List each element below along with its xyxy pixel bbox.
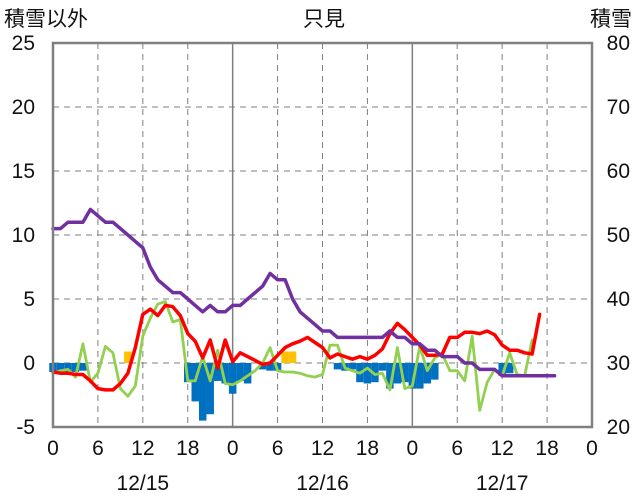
precip-bar <box>498 363 506 376</box>
precip-bar <box>363 363 372 384</box>
series-line-humidity-like <box>51 300 534 412</box>
precip-bar <box>288 351 297 363</box>
x-tick-label: 6 <box>451 437 463 460</box>
y-left-tick-label: 20 <box>12 96 35 119</box>
x-tick-label: 6 <box>272 437 284 460</box>
y-left-tick-label: 15 <box>12 160 35 183</box>
precip-bar <box>71 363 80 372</box>
x-tick-label: 18 <box>535 437 558 460</box>
x-tick-label: 12 <box>311 437 334 460</box>
plot-frame <box>51 41 594 429</box>
x-tick-label: 18 <box>356 437 379 460</box>
precip-bar <box>228 363 237 394</box>
y-right-tick-label: 20 <box>607 416 630 439</box>
series-lines <box>51 207 557 412</box>
precip-bar <box>378 363 387 371</box>
chart-title: 只見 <box>303 7 345 31</box>
x-tick-label: 18 <box>176 437 199 460</box>
precip-bar <box>79 363 87 371</box>
date-label: 12/17 <box>476 472 529 495</box>
precip-bar <box>393 363 402 384</box>
y-right-tick-label: 50 <box>607 224 630 247</box>
x-tick-label: 6 <box>92 437 104 460</box>
precip-bar <box>221 363 229 384</box>
series-line-temperature <box>51 303 542 392</box>
y-right-tick-label: 70 <box>607 96 630 119</box>
precip-bar <box>56 363 65 372</box>
x-tick-label: 0 <box>227 437 239 460</box>
precip-bar <box>198 363 207 421</box>
precip-bar <box>348 363 357 370</box>
precip-bar <box>124 351 132 363</box>
x-tick-label: 0 <box>586 437 598 460</box>
precip-bar <box>206 363 214 415</box>
x-tick-label: 12 <box>131 437 154 460</box>
date-label: 12/15 <box>117 472 170 495</box>
x-tick-label: 12 <box>490 437 513 460</box>
y-left-tick-label: 0 <box>23 352 35 375</box>
x-tick-label: 0 <box>47 437 59 460</box>
y-right-tick-label: 80 <box>607 32 630 55</box>
y-right-tick-label: 40 <box>607 288 630 311</box>
y-left-tick-label: 10 <box>12 224 35 247</box>
precip-bar <box>386 363 394 389</box>
precip-bar <box>258 363 267 370</box>
precip-bar <box>371 363 379 383</box>
precip-bar <box>266 363 274 371</box>
precip-bar <box>401 363 409 383</box>
precip-bar <box>431 363 439 380</box>
series-line-snow-depth <box>51 207 557 378</box>
precip-bar <box>64 363 72 372</box>
y-right-tick-label: 30 <box>607 352 630 375</box>
precip-bar <box>505 363 514 374</box>
y-left-tick-label: 25 <box>12 32 35 55</box>
y-left-label: 積雪以外 <box>4 7 88 31</box>
precip-bar <box>333 363 342 370</box>
x-tick-label: 0 <box>406 437 418 460</box>
precip-bar <box>243 363 252 384</box>
precip-bar <box>416 363 424 389</box>
precip-bar <box>236 363 244 381</box>
y-right-label: 積雪 <box>590 7 632 31</box>
y-left-tick-label: 5 <box>23 288 35 311</box>
y-left-tick-label: -5 <box>16 416 35 439</box>
y-right-tick-label: 60 <box>607 160 630 183</box>
precip-bar <box>408 363 417 389</box>
precip-bar <box>281 351 289 363</box>
precip-bar <box>423 363 432 384</box>
date-label: 12/16 <box>296 472 349 495</box>
precip-bar <box>213 363 222 381</box>
